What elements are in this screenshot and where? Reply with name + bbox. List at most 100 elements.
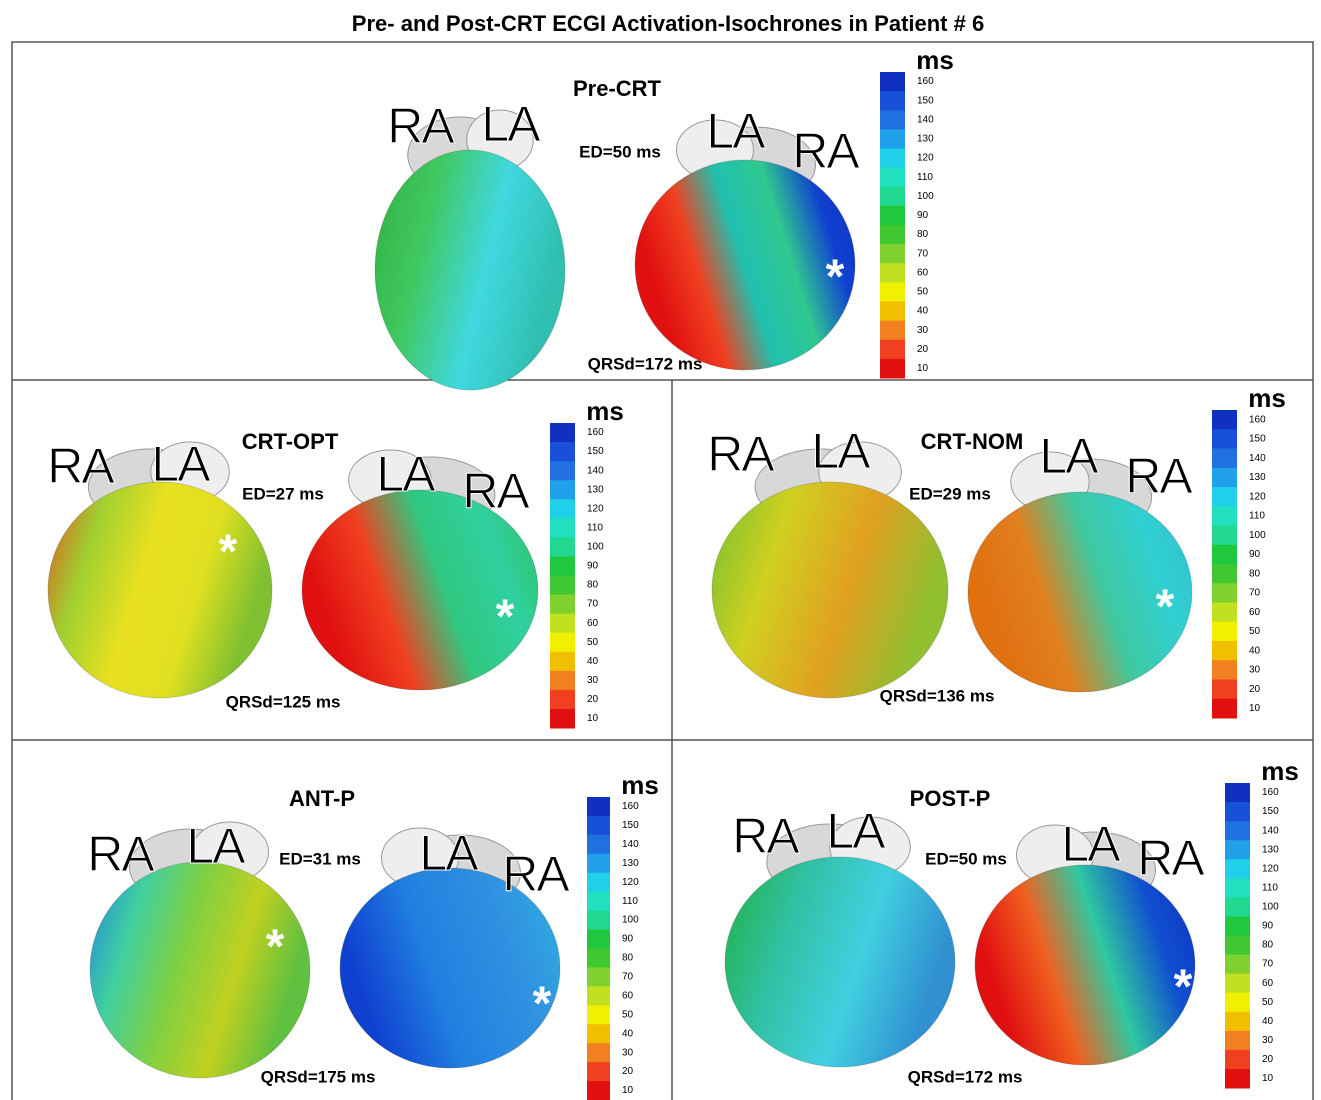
colorbar-segment xyxy=(1212,699,1237,719)
colorbar-tick: 40 xyxy=(1262,1016,1274,1027)
chamber-label: LA xyxy=(419,825,479,881)
colorbar-tick: 50 xyxy=(622,1009,634,1020)
colorbar-tick: 70 xyxy=(1262,959,1274,970)
colorbar-segment xyxy=(1225,859,1250,879)
colorbar-segment xyxy=(880,129,905,149)
colorbar-segment xyxy=(880,168,905,188)
colorbar-segment xyxy=(550,576,575,596)
colorbar-segment xyxy=(1225,955,1250,975)
colorbar-tick: 60 xyxy=(587,618,599,629)
colorbar-tick: 100 xyxy=(1262,902,1279,913)
colorbar-segment xyxy=(880,110,905,130)
colorbar-tick: 30 xyxy=(1249,665,1261,676)
chamber-label: LA xyxy=(706,103,766,159)
pacing-site: * xyxy=(496,591,515,644)
colorbar-segment xyxy=(587,986,610,1005)
colorbar-tick: 30 xyxy=(587,675,599,686)
colorbar-segment xyxy=(550,537,575,557)
colorbar-segment xyxy=(550,652,575,672)
colorbar-tick: 110 xyxy=(1249,511,1265,522)
colorbar-segment xyxy=(1225,936,1250,956)
colorbar-tick: 30 xyxy=(1262,1035,1274,1046)
colorbar-tick: 60 xyxy=(917,267,929,278)
colorbar-tick: 60 xyxy=(1249,607,1261,618)
ed-label: ED=31 ms xyxy=(279,849,361,868)
qrsd-label: QRSd=172 ms xyxy=(908,1067,1023,1086)
colorbar-tick: 150 xyxy=(587,446,604,457)
colorbar-segment xyxy=(587,873,610,892)
chamber-label: RA xyxy=(792,123,860,179)
colorbar-segment xyxy=(1212,564,1237,584)
colorbar-segment xyxy=(550,518,575,538)
colorbar-tick: 40 xyxy=(622,1028,634,1039)
colorbar-tick: 10 xyxy=(1262,1073,1274,1084)
colorbar-segment xyxy=(587,892,610,911)
colorbar-segment xyxy=(1225,802,1250,822)
colorbar-tick: 10 xyxy=(1249,703,1261,714)
colorbar-tick: 110 xyxy=(622,896,638,907)
ed-label: ED=50 ms xyxy=(925,849,1007,868)
colorbar-tick: 70 xyxy=(1249,588,1261,599)
colorbar-segment xyxy=(1225,1069,1250,1089)
colorbar-tick: 160 xyxy=(1262,787,1279,798)
colorbar-tick: 50 xyxy=(1249,626,1261,637)
colorbar-segment xyxy=(550,690,575,710)
colorbar-tick: 120 xyxy=(917,153,934,164)
chamber-label: RA xyxy=(87,826,155,882)
ventricle-map xyxy=(712,482,948,698)
colorbar-tick: 130 xyxy=(917,134,934,145)
colorbar-segment xyxy=(880,359,905,379)
colorbar-segment xyxy=(1225,1012,1250,1032)
figure-title: Pre- and Post-CRT ECGI Activation-Isochr… xyxy=(352,11,984,36)
colorbar-tick: 20 xyxy=(622,1066,634,1077)
colorbar-segment xyxy=(1225,916,1250,936)
ventricle-map xyxy=(975,865,1195,1065)
colorbar-tick: 40 xyxy=(917,306,929,317)
colorbar-tick: 20 xyxy=(917,344,929,355)
chamber-label: RA xyxy=(47,438,115,494)
colorbar-tick: 30 xyxy=(622,1047,634,1058)
pacing-site: * xyxy=(1174,961,1193,1014)
colorbar-unit: ms xyxy=(1261,756,1299,786)
colorbar-tick: 110 xyxy=(917,172,933,183)
chamber-label: RA xyxy=(732,808,800,864)
pacing-site: * xyxy=(219,526,238,579)
colorbar-tick: 50 xyxy=(1262,997,1274,1008)
colorbar-segment xyxy=(1225,974,1250,994)
colorbar-segment xyxy=(1212,468,1237,488)
colorbar-tick: 60 xyxy=(1262,978,1274,989)
pacing-site: * xyxy=(533,978,552,1031)
colorbar-unit: ms xyxy=(1248,383,1286,413)
colorbar-segment xyxy=(587,797,610,816)
colorbar-tick: 90 xyxy=(587,561,599,572)
colorbar-segment xyxy=(1212,545,1237,565)
colorbar-tick: 140 xyxy=(1262,825,1279,836)
colorbar-tick: 80 xyxy=(622,953,634,964)
chamber-label: LA xyxy=(376,446,436,502)
chamber-label: LA xyxy=(1039,428,1099,484)
colorbar-segment xyxy=(587,949,610,968)
figure: Pre- and Post-CRT ECGI Activation-Isochr… xyxy=(0,0,1321,1100)
colorbar-unit: ms xyxy=(621,770,659,800)
colorbar-segment xyxy=(1225,897,1250,917)
colorbar-tick: 10 xyxy=(587,713,599,724)
ed-label: ED=29 ms xyxy=(909,484,991,503)
colorbar-segment xyxy=(1212,583,1237,603)
colorbar-segment xyxy=(550,614,575,634)
colorbar-segment xyxy=(1225,783,1250,803)
colorbar-segment xyxy=(550,442,575,462)
colorbar-unit: ms xyxy=(586,396,624,426)
colorbar-tick: 160 xyxy=(587,427,604,438)
colorbar-tick: 120 xyxy=(1262,863,1279,874)
colorbar-segment xyxy=(1225,1031,1250,1051)
colorbar-segment xyxy=(550,480,575,500)
colorbar-segment xyxy=(880,187,905,207)
colorbar-tick: 100 xyxy=(587,542,604,553)
colorbar-tick: 100 xyxy=(917,191,934,202)
colorbar-segment xyxy=(1225,878,1250,898)
colorbar-segment xyxy=(1225,1050,1250,1070)
colorbar-tick: 120 xyxy=(1249,491,1266,502)
colorbar-tick: 160 xyxy=(917,76,934,87)
chamber-label: LA xyxy=(1061,816,1121,872)
colorbar-segment xyxy=(1212,449,1237,469)
